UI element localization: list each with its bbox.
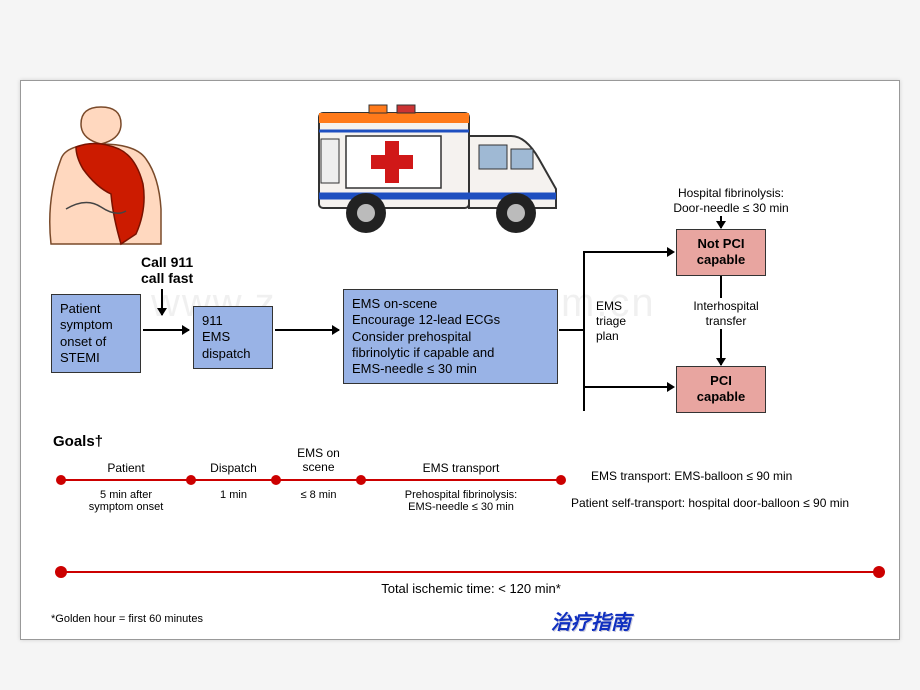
- arrow-b2-b3: [275, 329, 339, 331]
- branch-down-arrow: [667, 382, 675, 392]
- tl-seg-transport: EMS transport: [361, 461, 561, 475]
- box-pci-text: PCI capable: [697, 373, 745, 404]
- tl-lower-end: [873, 566, 885, 578]
- goals-label: Goals†: [53, 433, 103, 450]
- ambulance-illustration: [311, 91, 571, 246]
- box-911-dispatch: 911 EMS dispatch: [193, 306, 273, 369]
- call-arrow: [161, 289, 163, 315]
- tl-seg-dispatch: Dispatch: [191, 461, 276, 475]
- box-pci: PCI capable: [676, 366, 766, 413]
- triage-label-2: triage: [596, 314, 626, 328]
- box-ems-onscene-text: EMS on-scene Encourage 12-lead ECGs Cons…: [352, 296, 500, 376]
- box-patient-onset-text: Patient symptom onset of STEMI: [60, 301, 113, 365]
- footer-title: 治疗指南: [551, 606, 631, 635]
- tl-sub-patient: 5 min after symptom onset: [61, 489, 191, 513]
- box-patient-onset: Patient symptom onset of STEMI: [51, 294, 141, 373]
- tl-dot-3: [356, 475, 366, 485]
- tl-seg-patient: Patient: [61, 461, 191, 475]
- branch-up-h: [583, 251, 667, 253]
- tl-dot-0: [56, 475, 66, 485]
- box-not-pci: Not PCI capable: [676, 229, 766, 276]
- diagram-canvas: www.z m.cn Call 911 call fast Patient sy…: [20, 80, 900, 640]
- branch-down-h: [583, 386, 667, 388]
- branch-up-arrow: [667, 247, 675, 257]
- footnote: *Golden hour = first 60 minutes: [51, 613, 203, 625]
- timeline-lower-track: [61, 571, 879, 573]
- tl-sub-scene: ≤ 8 min: [276, 489, 361, 501]
- tl-right-2: Patient self-transport: hospital door-ba…: [571, 496, 891, 510]
- timeline-upper-track: [61, 479, 561, 481]
- tl-right-1: EMS transport: EMS-balloon ≤ 90 min: [591, 469, 891, 483]
- tl-sub-transport: Prehospital fibrinolysis: EMS-needle ≤ 3…: [361, 489, 561, 513]
- hosp-fib-arrow: [720, 216, 722, 228]
- branch-root: [559, 329, 585, 331]
- tl-dot-4: [556, 475, 566, 485]
- call-911-label-1: Call 911: [141, 254, 193, 270]
- tl-total-label: Total ischemic time: < 120 min*: [271, 581, 671, 596]
- tl-lower-start: [55, 566, 67, 578]
- transfer-label-2: transfer: [676, 314, 776, 328]
- box-911-dispatch-text: 911 EMS dispatch: [202, 313, 250, 361]
- transfer-arrow: [720, 329, 722, 365]
- transfer-label-1: Interhospital: [676, 299, 776, 313]
- triage-label-3: plan: [596, 329, 619, 343]
- box-ems-onscene: EMS on-scene Encourage 12-lead ECGs Cons…: [343, 289, 558, 384]
- tl-dot-2: [271, 475, 281, 485]
- call-911-label-2: call fast: [141, 270, 193, 286]
- torso-pain-illustration: [41, 99, 171, 249]
- hosp-fibrinolysis-label-1: Hospital fibrinolysis:: [651, 186, 811, 200]
- arrow-b1-b2: [143, 329, 189, 331]
- tl-dot-1: [186, 475, 196, 485]
- transfer-line-top: [720, 276, 722, 298]
- tl-seg-scene: EMS on scene: [276, 446, 361, 474]
- hosp-fibrinolysis-label-2: Door-needle ≤ 30 min: [651, 201, 811, 215]
- box-not-pci-text: Not PCI capable: [697, 236, 745, 267]
- triage-label-1: EMS: [596, 299, 622, 313]
- tl-sub-dispatch: 1 min: [191, 489, 276, 501]
